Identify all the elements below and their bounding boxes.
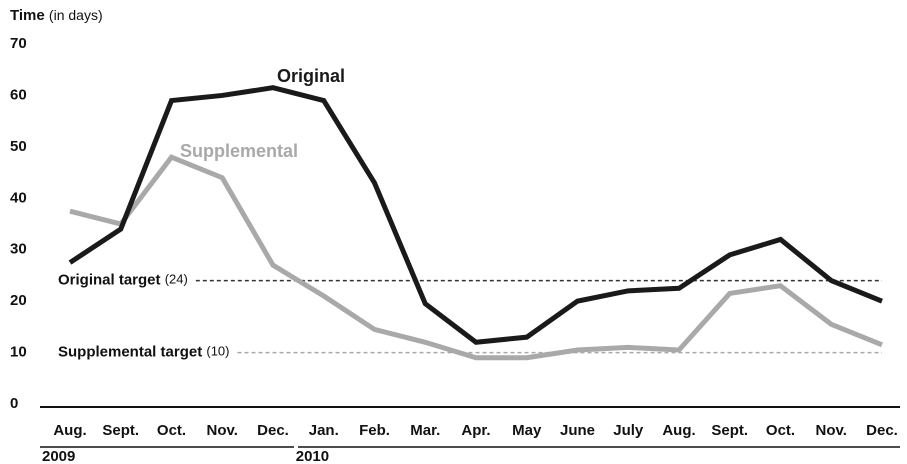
- target-name: Original target: [58, 272, 161, 289]
- x-tick-label: May: [512, 422, 542, 439]
- x-tick-label: Apr.: [461, 422, 490, 439]
- x-tick-label: Dec.: [866, 422, 898, 439]
- series-label: Supplemental: [180, 141, 298, 161]
- x-tick-label: Dec.: [257, 422, 289, 439]
- x-tick-label: Feb.: [359, 422, 390, 439]
- x-tick-label: June: [560, 422, 595, 439]
- target-value: (10): [206, 344, 229, 359]
- x-tick-label: Nov.: [816, 422, 847, 439]
- x-tick-label: Aug.: [662, 422, 695, 439]
- x-tick-label: July: [613, 422, 644, 439]
- y-tick-label: 10: [10, 344, 27, 361]
- year-label: 2009: [42, 448, 75, 464]
- x-tick-label: Nov.: [207, 422, 238, 439]
- series-label: Original: [277, 66, 345, 86]
- target-label: Original target (24): [58, 272, 188, 289]
- target-value: (24): [165, 272, 188, 287]
- y-tick-label: 50: [10, 138, 27, 155]
- x-tick-label: Sept.: [102, 422, 139, 439]
- y-axis-title: Time: [10, 7, 45, 24]
- target-name: Supplemental target: [58, 344, 202, 361]
- x-tick-label: Oct.: [766, 422, 795, 439]
- y-tick-label: 20: [10, 292, 27, 309]
- x-tick-label: Oct.: [157, 422, 186, 439]
- target-label: Supplemental target (10): [58, 344, 230, 361]
- year-label: 2010: [296, 448, 329, 464]
- y-tick-label: 0: [10, 395, 18, 412]
- y-tick-label: 30: [10, 241, 27, 258]
- y-tick-label: 70: [10, 35, 27, 52]
- x-tick-label: Sept.: [711, 422, 748, 439]
- y-axis-unit: (in days): [49, 7, 103, 23]
- x-tick-label: Jan.: [309, 422, 339, 439]
- y-tick-label: 40: [10, 189, 27, 206]
- y-axis-label: Time (in days): [10, 7, 103, 24]
- x-tick-label: Aug.: [53, 422, 86, 439]
- series-line: [68, 85, 883, 345]
- x-tick-label: Mar.: [410, 422, 440, 439]
- series-line: [69, 154, 883, 361]
- y-tick-label: 60: [10, 86, 27, 103]
